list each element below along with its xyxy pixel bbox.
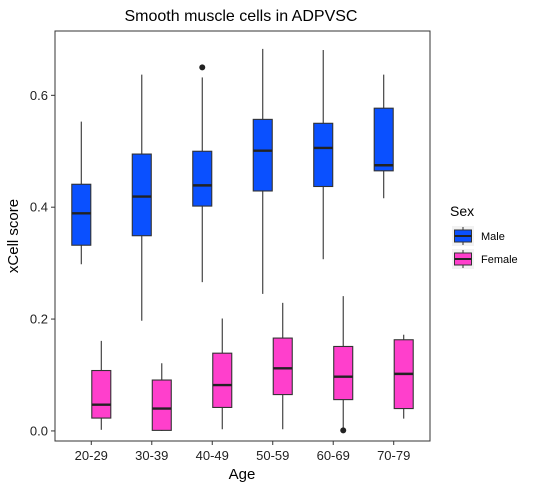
outlier-point — [199, 64, 206, 71]
box-iqr — [333, 345, 354, 401]
box-iqr — [91, 369, 112, 419]
legend-item-female: Female — [452, 249, 518, 269]
box-iqr — [192, 150, 213, 207]
legend: Sex Male Female — [450, 203, 518, 269]
box-iqr — [272, 337, 293, 396]
x-tick-label: 60-69 — [317, 448, 350, 463]
x-tick-label: 30-39 — [135, 448, 168, 463]
box-male-30-39 — [131, 74, 152, 321]
box-female-30-39 — [151, 363, 172, 431]
y-tick-label: 0.6 — [30, 88, 48, 103]
box-iqr — [212, 352, 233, 408]
x-tick-label: 70-79 — [377, 448, 410, 463]
y-tick-label: 0.2 — [30, 312, 48, 327]
legend-label: Female — [481, 254, 518, 266]
plot-panel — [54, 30, 431, 442]
box-female-40-49 — [212, 318, 233, 430]
y-tick-label: 0.0 — [30, 423, 48, 438]
chart-title: Smooth muscle cells in ADPVSC — [125, 8, 358, 25]
box-female-50-59 — [272, 302, 293, 430]
box-iqr — [313, 122, 334, 188]
legend-item-male: Male — [452, 226, 505, 246]
x-tick-label: 40-49 — [196, 448, 229, 463]
y-axis-title: xCell score — [5, 199, 22, 273]
box-female-60-69 — [333, 296, 354, 434]
legend-title: Sex — [450, 203, 474, 219]
x-axis-title: Age — [229, 466, 256, 483]
y-tick-label: 0.4 — [30, 200, 48, 215]
box-female-70-79 — [393, 334, 414, 419]
x-tick-label: 50-59 — [256, 448, 289, 463]
box-male-40-49 — [192, 64, 213, 283]
box-iqr — [373, 107, 394, 172]
box-iqr — [252, 118, 273, 192]
legend-label: Male — [481, 231, 505, 243]
box-male-60-69 — [313, 50, 334, 260]
box-male-50-59 — [252, 48, 273, 294]
plot-layer: 0.0 0.2 0.4 0.6 20-29 30-39 40-49 50-59 60-69 70-… — [30, 48, 414, 463]
box-male-20-29 — [71, 121, 92, 265]
outlier-point — [340, 427, 347, 434]
box-iqr — [151, 379, 172, 431]
box-iqr — [131, 153, 152, 237]
box-iqr — [71, 183, 92, 246]
x-tick-label: 20-29 — [75, 448, 108, 463]
box-female-20-29 — [91, 340, 112, 430]
box-male-70-79 — [373, 74, 394, 199]
